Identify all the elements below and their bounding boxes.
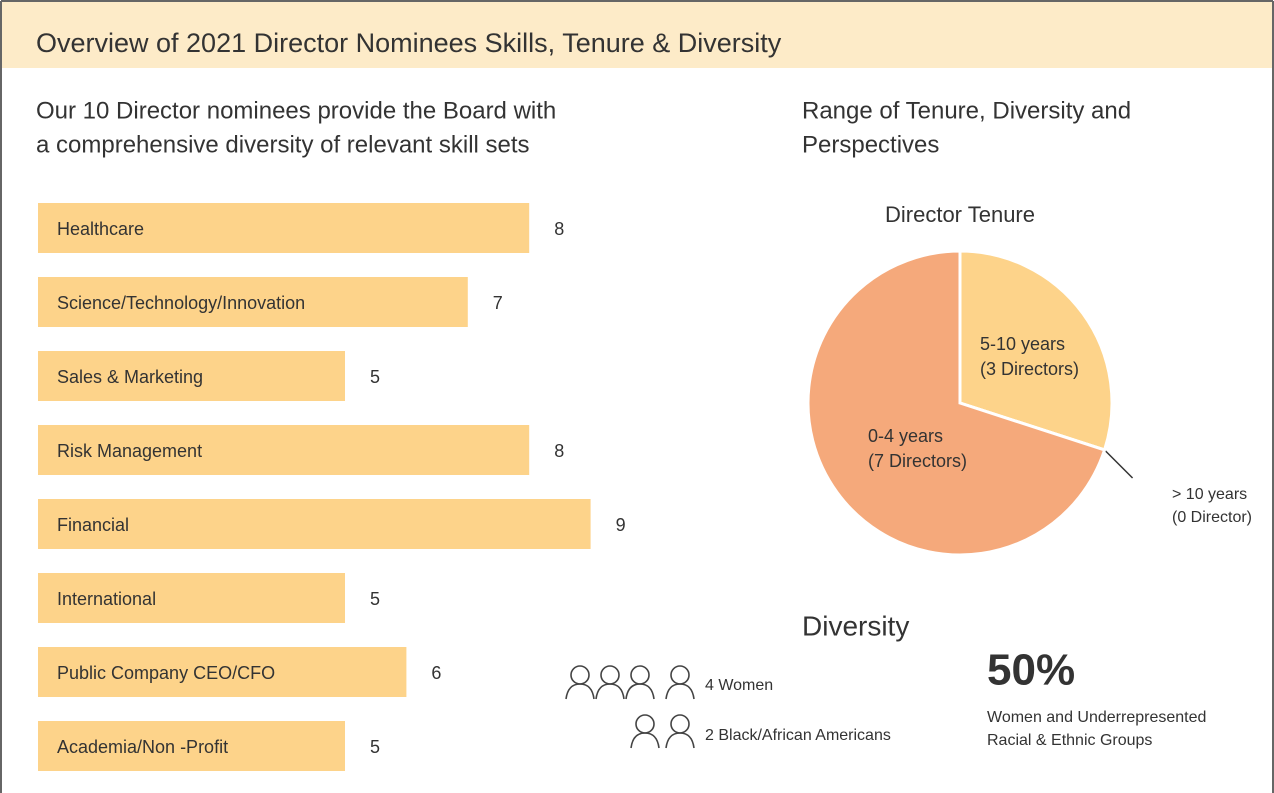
value-label: 5 <box>370 737 380 757</box>
bar-label: International <box>57 589 156 609</box>
diversity-caption: Women and Underrepresented <box>987 709 1206 726</box>
value-label: 7 <box>493 293 503 313</box>
slice-label: 5-10 years <box>980 334 1065 354</box>
person-icon <box>665 714 695 749</box>
bar <box>38 647 407 697</box>
diversity-heading: Diversity <box>802 610 909 641</box>
bar-label: Risk Management <box>57 441 202 461</box>
person-icon <box>665 665 695 700</box>
subtitle-line: a comprehensive diversity of relevant sk… <box>36 131 530 158</box>
person-icon <box>625 665 655 700</box>
person-icon <box>630 714 660 749</box>
diversity-percent: 50% <box>987 646 1075 695</box>
bar-label: Financial <box>57 515 129 535</box>
header-band <box>1 1 1273 68</box>
value-label: 8 <box>554 219 564 239</box>
page-title: Overview of 2021 Director Nominees Skill… <box>36 28 782 58</box>
pie-slice <box>806 249 1107 557</box>
slice-value-label: (3 Directors) <box>980 359 1079 379</box>
right-heading: Range of Tenure, Diversity and <box>802 97 1131 124</box>
bar-label: Science/Technology/Innovation <box>57 293 305 313</box>
bar <box>38 203 530 253</box>
bar-label: Public Company CEO/CFO <box>57 663 275 683</box>
bar <box>38 277 468 327</box>
leader-line <box>1104 449 1134 479</box>
value-label: 9 <box>616 515 626 535</box>
bar <box>38 351 345 401</box>
women-count: 4 Women <box>705 677 773 694</box>
value-label: 8 <box>554 441 564 461</box>
bar <box>38 499 591 549</box>
slice-value-label: (7 Directors) <box>868 451 967 471</box>
bar <box>38 721 345 771</box>
slice-label: 0-4 years <box>868 426 943 446</box>
value-label: 5 <box>370 367 380 387</box>
bar <box>38 425 530 475</box>
slice-value-label: (0 Director) <box>1172 509 1252 526</box>
bar-label: Academia/Non -Profit <box>57 737 228 757</box>
pie-slice <box>958 249 1114 452</box>
right-heading: Perspectives <box>802 131 939 158</box>
person-icon <box>595 665 625 700</box>
pie-title: Director Tenure <box>885 202 1035 227</box>
bar <box>38 573 345 623</box>
bar-label: Healthcare <box>57 219 144 239</box>
value-label: 6 <box>431 663 441 683</box>
bar-label: Sales & Marketing <box>57 367 203 387</box>
black-count: 2 Black/African Americans <box>705 727 891 744</box>
slice-label: > 10 years <box>1172 486 1247 503</box>
value-label: 5 <box>370 589 380 609</box>
people-icons <box>565 665 695 749</box>
person-icon <box>565 665 595 700</box>
diversity-caption: Racial & Ethnic Groups <box>987 732 1152 749</box>
subtitle-line: Our 10 Director nominees provide the Boa… <box>36 97 556 124</box>
